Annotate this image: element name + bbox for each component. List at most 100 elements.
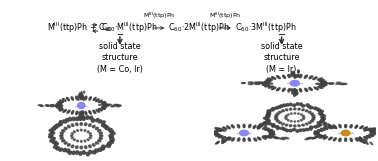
Ellipse shape (84, 140, 86, 142)
Ellipse shape (53, 141, 57, 144)
Ellipse shape (237, 125, 240, 128)
Ellipse shape (263, 117, 267, 119)
Ellipse shape (270, 109, 274, 111)
Ellipse shape (331, 126, 334, 128)
Ellipse shape (98, 100, 102, 103)
Ellipse shape (291, 74, 292, 77)
Ellipse shape (254, 138, 257, 141)
Ellipse shape (363, 141, 365, 143)
Ellipse shape (267, 112, 271, 113)
Ellipse shape (359, 137, 362, 139)
Ellipse shape (272, 108, 275, 110)
Ellipse shape (83, 111, 84, 114)
Ellipse shape (294, 75, 296, 78)
Ellipse shape (71, 124, 74, 126)
Ellipse shape (50, 105, 54, 106)
Ellipse shape (297, 113, 299, 114)
Ellipse shape (285, 118, 287, 119)
Ellipse shape (263, 136, 266, 137)
Ellipse shape (102, 121, 105, 124)
Ellipse shape (282, 137, 286, 139)
Ellipse shape (355, 125, 358, 128)
Ellipse shape (276, 113, 279, 114)
Ellipse shape (263, 122, 266, 124)
Ellipse shape (264, 121, 267, 123)
Ellipse shape (269, 132, 274, 134)
Ellipse shape (333, 138, 336, 141)
Ellipse shape (107, 104, 110, 105)
Ellipse shape (321, 136, 324, 137)
Ellipse shape (258, 126, 261, 129)
Ellipse shape (79, 115, 80, 118)
Ellipse shape (321, 136, 324, 137)
Ellipse shape (295, 90, 297, 92)
Ellipse shape (267, 110, 271, 112)
Ellipse shape (359, 137, 363, 140)
Ellipse shape (265, 124, 267, 126)
Ellipse shape (321, 119, 324, 121)
Ellipse shape (376, 128, 378, 129)
Ellipse shape (79, 93, 81, 96)
Ellipse shape (310, 107, 313, 109)
Ellipse shape (336, 82, 341, 83)
Ellipse shape (264, 136, 268, 137)
Ellipse shape (269, 135, 274, 137)
Ellipse shape (370, 129, 375, 131)
Ellipse shape (292, 92, 293, 94)
Ellipse shape (297, 70, 299, 73)
Ellipse shape (82, 111, 83, 114)
Ellipse shape (286, 104, 289, 106)
Ellipse shape (277, 88, 280, 91)
Ellipse shape (70, 135, 73, 136)
Ellipse shape (85, 123, 87, 126)
Ellipse shape (218, 128, 223, 130)
Ellipse shape (272, 125, 275, 127)
Ellipse shape (89, 124, 91, 126)
Ellipse shape (69, 117, 72, 121)
Ellipse shape (296, 75, 297, 77)
Ellipse shape (217, 141, 219, 143)
Ellipse shape (309, 88, 312, 90)
Ellipse shape (257, 126, 259, 128)
Ellipse shape (312, 115, 315, 116)
Ellipse shape (291, 121, 292, 122)
Ellipse shape (292, 89, 294, 91)
Ellipse shape (92, 144, 95, 146)
Ellipse shape (90, 116, 93, 119)
Ellipse shape (368, 129, 372, 131)
Ellipse shape (222, 137, 226, 139)
Ellipse shape (298, 70, 299, 72)
Ellipse shape (305, 128, 309, 131)
Ellipse shape (93, 97, 96, 100)
Ellipse shape (327, 126, 329, 128)
Ellipse shape (73, 139, 76, 141)
Ellipse shape (366, 136, 371, 138)
Ellipse shape (38, 105, 42, 106)
Ellipse shape (277, 127, 280, 129)
Ellipse shape (79, 117, 82, 120)
Ellipse shape (294, 113, 296, 114)
Ellipse shape (274, 117, 277, 118)
Text: C$_{60}$·M$^{\mathsf{III}}$(ttp)Ph: C$_{60}$·M$^{\mathsf{III}}$(ttp)Ph (101, 21, 158, 35)
Ellipse shape (57, 104, 60, 105)
Ellipse shape (204, 128, 208, 129)
Ellipse shape (98, 130, 101, 132)
Ellipse shape (103, 104, 107, 105)
Ellipse shape (298, 108, 300, 110)
Ellipse shape (107, 104, 112, 105)
Ellipse shape (98, 120, 102, 123)
Ellipse shape (312, 137, 316, 139)
Ellipse shape (262, 84, 268, 85)
Ellipse shape (371, 128, 375, 129)
Ellipse shape (328, 124, 330, 126)
Ellipse shape (76, 96, 77, 100)
Ellipse shape (60, 135, 63, 137)
Ellipse shape (79, 112, 80, 115)
Ellipse shape (370, 142, 373, 145)
Ellipse shape (373, 129, 377, 130)
Ellipse shape (216, 130, 221, 131)
Ellipse shape (283, 104, 286, 106)
Ellipse shape (45, 105, 49, 106)
Ellipse shape (259, 125, 261, 127)
Ellipse shape (322, 82, 327, 83)
